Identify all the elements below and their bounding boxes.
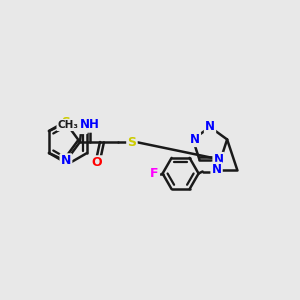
Text: N: N [214, 153, 224, 166]
Text: N: N [205, 119, 215, 133]
Text: CH₃: CH₃ [58, 120, 79, 130]
Text: NH: NH [80, 118, 100, 131]
Text: N: N [61, 154, 71, 167]
Text: N: N [190, 133, 200, 146]
Text: N: N [212, 163, 222, 176]
Text: H: H [77, 123, 87, 133]
Text: S: S [128, 136, 136, 148]
Text: S: S [61, 116, 70, 130]
Text: F: F [150, 167, 159, 180]
Text: O: O [92, 157, 102, 169]
